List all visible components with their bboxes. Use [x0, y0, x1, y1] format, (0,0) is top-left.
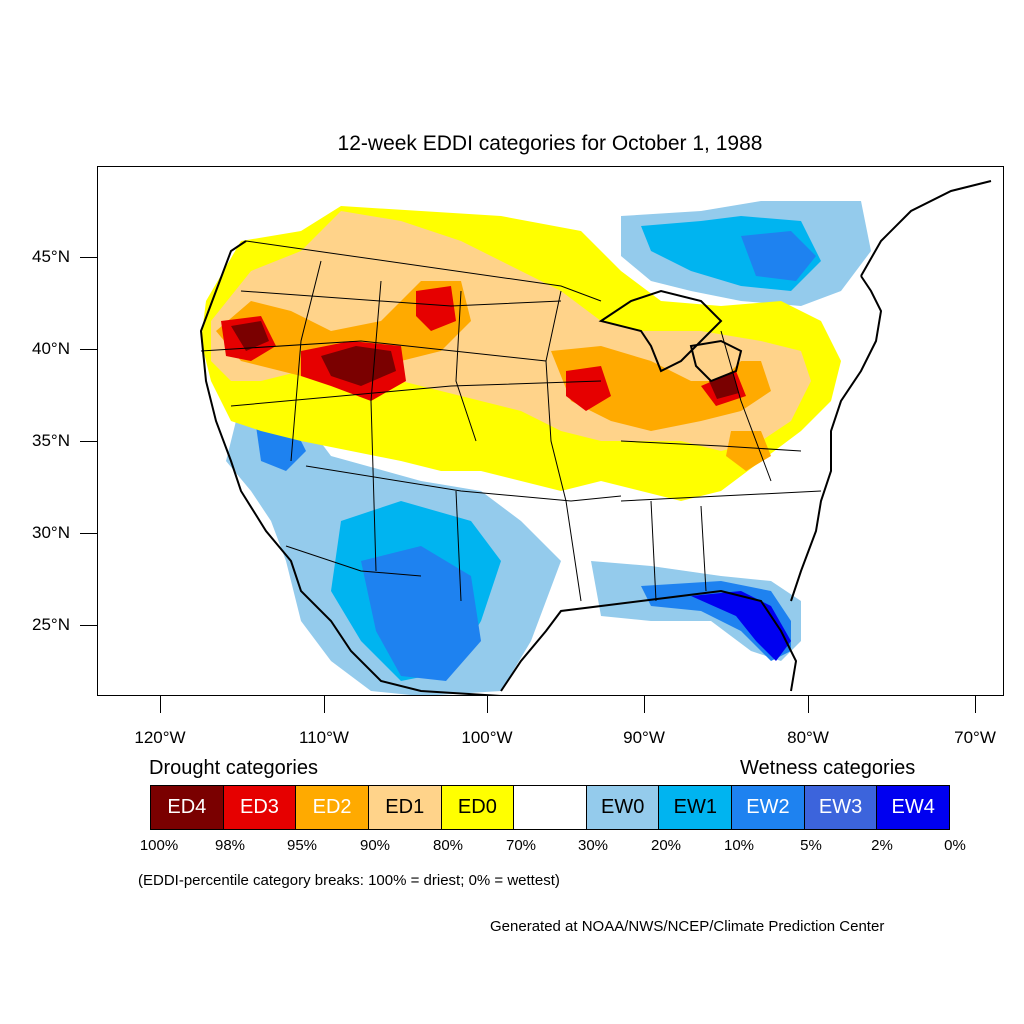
lat-label-30: 30°N — [32, 523, 70, 542]
drought-ed4-idaho — [321, 346, 396, 386]
coastlines — [199, 180, 992, 695]
legend-cell-ew3: EW3 — [804, 786, 878, 829]
drought-ed4-oregon — [231, 321, 269, 351]
lon-label-80: 80°W — [787, 728, 829, 747]
lon-label-100: 100°W — [461, 728, 513, 747]
lon-tick — [808, 696, 809, 713]
us-map — [199, 180, 992, 695]
break-label: 0% — [944, 837, 966, 854]
legend-cell-ew0: EW0 — [586, 786, 660, 829]
legend-cell-ew2: EW2 — [732, 786, 805, 829]
lon-label-90: 90°W — [623, 728, 665, 747]
lat-label-40: 40°N — [32, 339, 70, 358]
legend-cell-ed3: ED3 — [223, 786, 297, 829]
lat-tick — [80, 441, 97, 442]
lat-tick — [80, 349, 97, 350]
category-breaks-note: (EDDI-percentile category breaks: 100% =… — [138, 872, 560, 889]
category-legend-bar: ED4 ED3 ED2 ED1 ED0 EW0 EW1 EW2 EW3 EW4 — [150, 785, 950, 830]
map-title: 12-week EDDI categories for October 1, 1… — [337, 132, 763, 155]
legend-cell-ed0: ED0 — [441, 786, 515, 829]
drought-ed2-region — [216, 281, 471, 381]
lat-label-35: 35°N — [32, 431, 70, 450]
drought-ed2-appalachia — [726, 431, 771, 471]
break-label: 5% — [800, 837, 822, 854]
northeast-wetness-ew2 — [741, 231, 816, 281]
legend-cell-ed1: ED1 — [368, 786, 442, 829]
break-label: 30% — [577, 837, 609, 854]
legend-cell-ed4: ED4 — [151, 786, 224, 829]
lat-label-25: 25°N — [32, 615, 70, 634]
lon-tick — [975, 696, 976, 713]
legend-cell-ed2: ED2 — [296, 786, 369, 829]
break-label: 80% — [432, 837, 464, 854]
break-label: 20% — [650, 837, 682, 854]
break-label: 98% — [214, 837, 246, 854]
break-label: 10% — [723, 837, 755, 854]
lon-label-110: 110°W — [299, 728, 349, 747]
lon-tick — [160, 696, 161, 713]
credit-text: Generated at NOAA/NWS/NCEP/Climate Predi… — [490, 918, 885, 935]
lon-label-70: 70°W — [954, 728, 996, 747]
southwest-wetness-ew2 — [361, 546, 481, 681]
break-label: 2% — [871, 837, 893, 854]
lon-tick — [644, 696, 645, 713]
break-label: 95% — [286, 837, 318, 854]
lon-label-120: 120°W — [134, 728, 186, 747]
legend-cell-ew1: EW1 — [659, 786, 733, 829]
legend-cell-neutral — [514, 786, 587, 829]
lat-tick — [80, 625, 97, 626]
drought-legend-heading: Drought categories — [149, 757, 318, 779]
drought-ed2-midwest — [551, 346, 771, 431]
break-label: 70% — [505, 837, 537, 854]
lat-tick — [80, 533, 97, 534]
lat-label-45: 45°N — [32, 247, 70, 266]
drought-ed3-dakota — [416, 286, 456, 331]
drought-ed3-iowa — [566, 366, 611, 411]
legend-cell-ew4: EW4 — [877, 786, 950, 829]
break-label: 90% — [359, 837, 391, 854]
break-label: 100% — [139, 837, 179, 854]
wetness-legend-heading: Wetness categories — [740, 757, 916, 779]
lon-tick — [487, 696, 488, 713]
state-borders — [200, 240, 822, 602]
map-frame — [97, 166, 1004, 696]
lat-tick — [80, 257, 97, 258]
lon-tick — [324, 696, 325, 713]
